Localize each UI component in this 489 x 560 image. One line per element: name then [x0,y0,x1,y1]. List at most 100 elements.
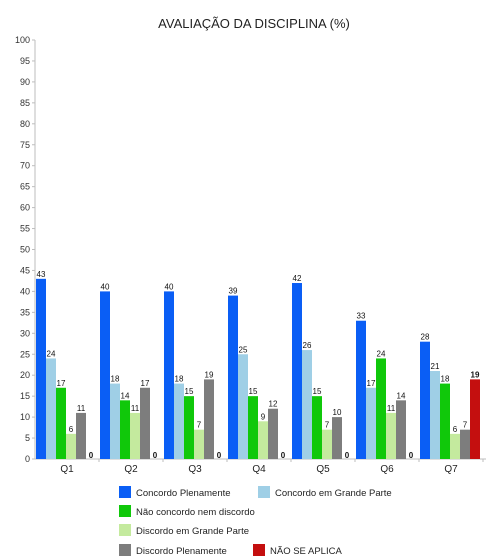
data-label: 0 [89,451,94,460]
data-label: 7 [197,421,202,430]
bar [66,433,76,459]
bar [312,396,322,459]
x-tick-label: Q4 [252,464,266,475]
data-label: 6 [453,425,458,434]
y-tick-label: 90 [20,77,30,87]
legend-label: Concordo em Grande Parte [275,488,392,499]
y-tick-label: 25 [20,349,30,359]
bar [228,295,238,459]
y-tick-label: 65 [20,182,30,192]
bar [110,383,120,459]
data-label: 12 [269,400,278,409]
bar [100,291,110,459]
bar [258,421,268,459]
y-tick-label: 10 [20,412,30,422]
bar [470,379,480,459]
bar [248,396,258,459]
bars [36,278,480,459]
bar [322,429,332,459]
y-tick-label: 5 [25,433,30,443]
legend-item: NÃO SE APLICA [253,544,342,557]
bar [194,429,204,459]
data-label: 0 [345,451,350,460]
data-label: 11 [131,404,140,413]
data-label: 10 [333,408,342,417]
data-label: 7 [463,421,468,430]
bar [440,383,450,459]
data-label: 11 [387,404,396,413]
bar [332,417,342,459]
data-label: 17 [141,379,150,388]
data-label: 9 [261,412,266,421]
x-tick-label: Q5 [316,464,330,475]
bar [292,283,302,459]
bar [46,358,56,459]
legend-item: Discordo em Grande Parte [119,524,249,537]
data-label: 14 [121,391,130,400]
x-tick-label: Q1 [60,464,74,475]
data-label: 18 [111,375,120,384]
data-label: 15 [313,387,322,396]
data-label: 33 [357,312,366,321]
bar [140,387,150,459]
bar [56,387,66,459]
legend-item: Não concordo nem discordo [119,505,255,518]
bar [366,387,376,459]
chart-title: AVALIAÇÃO DA DISCIPLINA (%) [158,16,350,31]
bar [356,320,366,459]
axes: 0510152025303540455055606570758085909510… [15,35,486,475]
y-tick-label: 35 [20,307,30,317]
bar [120,400,130,459]
bar [460,429,470,459]
legend-item: Concordo em Grande Parte [258,486,392,499]
legend-swatch [119,486,131,498]
bar [204,379,214,459]
data-label: 7 [325,421,330,430]
data-label: 39 [229,287,238,296]
bar [420,341,430,459]
legend-label: Discordo Plenamente [136,546,227,557]
data-label: 25 [239,345,248,354]
legend-swatch [119,524,131,536]
y-tick-label: 100 [15,35,30,45]
data-label: 42 [293,274,302,283]
y-tick-label: 60 [20,203,30,213]
data-label: 0 [153,451,158,460]
x-tick-label: Q6 [380,464,394,475]
data-label: 18 [441,375,450,384]
bar [36,278,46,459]
data-label: 0 [281,451,286,460]
y-tick-label: 95 [20,56,30,66]
data-label: 21 [431,362,440,371]
x-tick-label: Q2 [124,464,138,475]
data-label: 0 [217,451,222,460]
y-tick-label: 15 [20,391,30,401]
data-labels: 4324176110401814111704018157190392515912… [37,270,480,460]
bar [376,358,386,459]
y-tick-label: 70 [20,161,30,171]
y-tick-label: 80 [20,119,30,129]
bar [76,412,86,459]
bar [130,412,140,459]
data-label: 0 [409,451,414,460]
legend-label: Discordo em Grande Parte [136,526,249,537]
y-tick-label: 30 [20,328,30,338]
data-label: 40 [101,282,110,291]
data-label: 40 [165,282,174,291]
legend-swatch [119,544,131,556]
data-label: 17 [367,379,376,388]
bar [164,291,174,459]
x-tick-label: Q7 [444,464,458,475]
legend-label: Não concordo nem discordo [136,507,255,518]
y-tick-label: 55 [20,224,30,234]
bar [174,383,184,459]
bar [450,433,460,459]
bar [184,396,194,459]
data-label: 19 [471,370,480,379]
bar [238,354,248,459]
legend-item: Discordo Plenamente [119,544,227,557]
data-label: 24 [377,349,386,358]
data-label: 24 [47,349,56,358]
legend-label: NÃO SE APLICA [270,546,342,557]
y-tick-label: 45 [20,265,30,275]
